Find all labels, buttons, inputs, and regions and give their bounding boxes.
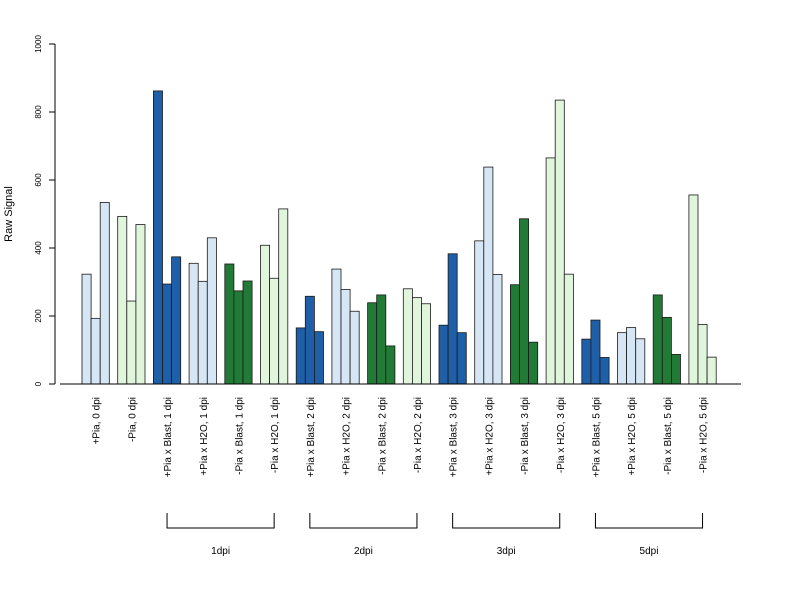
- bar: [278, 208, 289, 385]
- x-tick-label: +Pia x H2O, 1 dpi: [199, 397, 210, 476]
- x-tick-label: -Pia x Blast, 5 dpi: [663, 397, 674, 475]
- bar: [376, 294, 387, 385]
- bar: [509, 284, 520, 385]
- bar: [117, 215, 128, 385]
- bar: [706, 356, 717, 385]
- group-bracket-label: 3dpi: [497, 546, 516, 557]
- bar: [554, 99, 565, 385]
- bar: [135, 224, 146, 385]
- axes-layer: [54, 44, 741, 385]
- bar: [483, 166, 494, 385]
- bar: [456, 332, 467, 385]
- bar: [126, 300, 137, 385]
- bar: [528, 341, 539, 385]
- group-bracket-label: 2dpi: [354, 546, 373, 557]
- group-bracket-line: [309, 513, 418, 529]
- y-axis-label: Raw Signal: [3, 186, 15, 242]
- bar: [206, 237, 217, 385]
- bar: [599, 357, 610, 385]
- x-tick-label: -Pia x Blast, 2 dpi: [377, 397, 388, 475]
- bar: [697, 324, 708, 385]
- bar: [188, 262, 199, 385]
- bar: [635, 338, 646, 385]
- x-tick-label: -Pia x Blast, 3 dpi: [520, 397, 531, 475]
- x-tick-label: -Pia x H2O, 2 dpi: [413, 397, 424, 473]
- x-tick-label: +Pia x H2O, 2 dpi: [342, 397, 353, 476]
- bar: [81, 273, 92, 385]
- bar: [197, 280, 208, 385]
- group-bracket-label: 5dpi: [640, 546, 659, 557]
- x-tick-label: +Pia x H2O, 5 dpi: [627, 397, 638, 476]
- bar: [385, 345, 396, 385]
- bar: [617, 332, 628, 385]
- x-tick-label: -Pia, 0 dpi: [127, 397, 138, 442]
- bar: [224, 263, 235, 385]
- group-bracket-line: [594, 513, 704, 529]
- bar: [545, 157, 556, 385]
- y-tick-label: 1000: [34, 35, 43, 53]
- bar: [233, 290, 244, 385]
- bar: [313, 331, 324, 385]
- y-tick-label: 800: [34, 105, 43, 119]
- bar: [269, 277, 280, 385]
- bar: [671, 354, 681, 385]
- bar: [590, 319, 601, 385]
- bar: [519, 218, 530, 385]
- bar: [331, 268, 342, 385]
- bar: [474, 240, 485, 385]
- x-tick-label: +Pia x H2O, 3 dpi: [484, 397, 495, 476]
- bar: [688, 194, 699, 385]
- bars-layer: [81, 90, 717, 385]
- bar: [242, 280, 253, 385]
- y-tick-label: 0: [34, 381, 43, 386]
- bar: [304, 295, 315, 385]
- bar: [152, 90, 163, 385]
- bar: [563, 273, 574, 385]
- bar: [438, 324, 449, 385]
- x-tick-label: +Pia x Blast, 5 dpi: [591, 397, 602, 477]
- bar: [447, 253, 458, 385]
- y-tick-label: 200: [34, 309, 43, 323]
- bar: [652, 294, 663, 385]
- x-tick-label: +Pia x Blast, 2 dpi: [306, 397, 317, 477]
- y-tick-label: 600: [34, 173, 43, 187]
- group-bracket-line: [452, 513, 561, 529]
- group-bracket-line: [166, 513, 275, 529]
- bar: [581, 338, 592, 385]
- bar: [402, 288, 413, 385]
- bar: [411, 297, 422, 385]
- bar: [626, 327, 637, 385]
- x-tick-label: +Pia, 0 dpi: [92, 397, 103, 445]
- bar: [492, 274, 503, 385]
- bar: [295, 327, 306, 385]
- x-tick-label: -Pia x H2O, 5 dpi: [699, 397, 710, 473]
- bar: [661, 316, 672, 385]
- y-axis-ticks: 0 200 400 600 800 1000: [34, 35, 55, 386]
- bar: [99, 202, 110, 385]
- bar: [162, 283, 173, 385]
- group-bracket-label: 1dpi: [211, 546, 230, 557]
- x-tick-label: +Pia x Blast, 3 dpi: [449, 397, 460, 477]
- group-brackets: 1dpi 2dpi 3dpi 5dpi: [166, 513, 704, 557]
- bar: [171, 256, 182, 385]
- bar: [260, 244, 271, 385]
- y-tick-label: 400: [34, 241, 43, 255]
- x-tick-label: -Pia x Blast, 1 dpi: [234, 397, 245, 475]
- x-tick-label: -Pia x H2O, 3 dpi: [556, 397, 567, 473]
- bar: [340, 289, 351, 385]
- x-tick-label: +Pia x Blast, 1 dpi: [163, 397, 174, 477]
- bar: [421, 303, 432, 385]
- x-axis-labels: +Pia, 0 dpi -Pia, 0 dpi +Pia x Blast, 1 dp…: [92, 397, 710, 477]
- bar: [349, 310, 360, 385]
- x-tick-label: -Pia x H2O, 1 dpi: [270, 397, 281, 473]
- bar: [367, 302, 378, 385]
- bar: [90, 317, 101, 385]
